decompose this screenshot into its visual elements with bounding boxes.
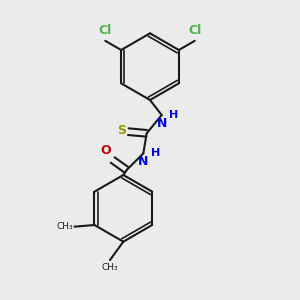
Text: N: N [138,155,148,168]
Text: N: N [157,117,167,130]
Text: H: H [169,110,178,120]
Text: CH₃: CH₃ [102,263,118,272]
Text: Cl: Cl [99,25,112,38]
Text: S: S [117,124,126,137]
Text: Cl: Cl [188,25,201,38]
Text: H: H [151,148,160,158]
Text: CH₃: CH₃ [56,222,73,231]
Text: O: O [100,144,111,157]
